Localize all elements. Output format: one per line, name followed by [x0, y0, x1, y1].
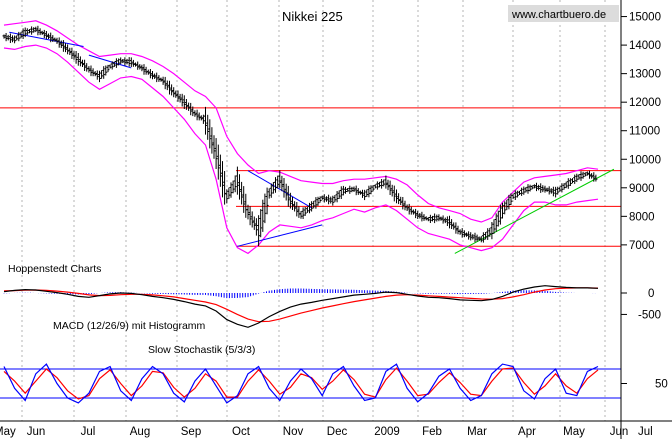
stochastic-axis-ticks: 50: [621, 379, 668, 391]
source-label: www.chartbuero.de: [511, 9, 606, 21]
month-label: 2009: [374, 426, 400, 438]
month-labels: Jun Jul Aug Sep Oct Nov Dec 2009 Feb Mar Apr May Jun…: [0, 426, 653, 438]
price-tick-label: 13000: [629, 69, 661, 81]
macd-axis-ticks: 0 -500: [621, 288, 661, 321]
macd-histogram: [3, 288, 596, 299]
month-label: Nov: [283, 426, 304, 438]
macd-tick-label: -500: [638, 309, 661, 321]
price-tick-label: 15000: [629, 12, 661, 24]
price-bars: [2, 25, 598, 246]
month-label: Dec: [327, 426, 348, 438]
stochastic-label: Slow Stochastik (5/3/3): [148, 344, 255, 356]
price-tick-label: 14000: [629, 40, 661, 52]
month-label: Apr: [518, 426, 536, 438]
trendline: [247, 170, 312, 209]
stochastic-panel: 50: [0, 363, 668, 404]
month-label: Jun: [27, 426, 46, 438]
stochastic-k-line: [3, 363, 599, 404]
upper-band: [3, 20, 599, 223]
trendline: [237, 224, 323, 247]
month-label-edge: May: [0, 426, 16, 438]
month-label: Mar: [467, 426, 487, 438]
stochastic-tick-label: 50: [655, 379, 668, 391]
month-gridlines: [21, 0, 606, 421]
price-tick-label: 8000: [629, 211, 655, 223]
month-label: Jul: [81, 426, 96, 438]
stochastic-d-line: [3, 367, 599, 400]
price-panel: 7000 8000 9000 10000 11000 12000 13000 14000 150…: [0, 12, 661, 255]
macd-tick-label: 0: [648, 288, 654, 300]
trendline: [88, 54, 132, 69]
month-label: Oct: [232, 426, 251, 438]
macd-lines: [3, 285, 599, 328]
stochastic-lines: [3, 363, 599, 404]
month-label: Jun: [610, 426, 629, 438]
macd-line: [3, 285, 599, 328]
price-tick-label: 11000: [629, 126, 660, 138]
credit-label: Hoppenstedt Charts: [8, 263, 101, 275]
chart-title: Nikkei 225: [282, 9, 343, 24]
month-label: May: [563, 426, 585, 438]
trendline: [9, 31, 84, 48]
price-tick-label: 7000: [629, 240, 655, 252]
horizontal-levels: [0, 107, 621, 247]
price-tick-label: 10000: [629, 154, 661, 166]
price-axis-ticks: 7000 8000 9000 10000 11000 12000 13000 14000 150…: [621, 12, 661, 252]
price-tick-label: 9000: [629, 183, 655, 195]
price-tick-label: 12000: [629, 97, 661, 109]
month-label: Feb: [422, 426, 442, 438]
macd-panel: 0 -500: [3, 285, 661, 328]
month-label: Aug: [130, 426, 150, 438]
source-label-background: [508, 5, 619, 22]
month-label: Sep: [181, 426, 201, 438]
month-label-edge: Jul: [638, 426, 653, 438]
lower-band: [3, 44, 599, 255]
macd-label: MACD (12/26/9) mit Histogramm: [53, 320, 206, 332]
bollinger-bands: [3, 20, 599, 255]
